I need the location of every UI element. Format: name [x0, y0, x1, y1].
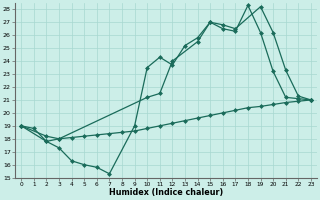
X-axis label: Humidex (Indice chaleur): Humidex (Indice chaleur): [109, 188, 223, 197]
